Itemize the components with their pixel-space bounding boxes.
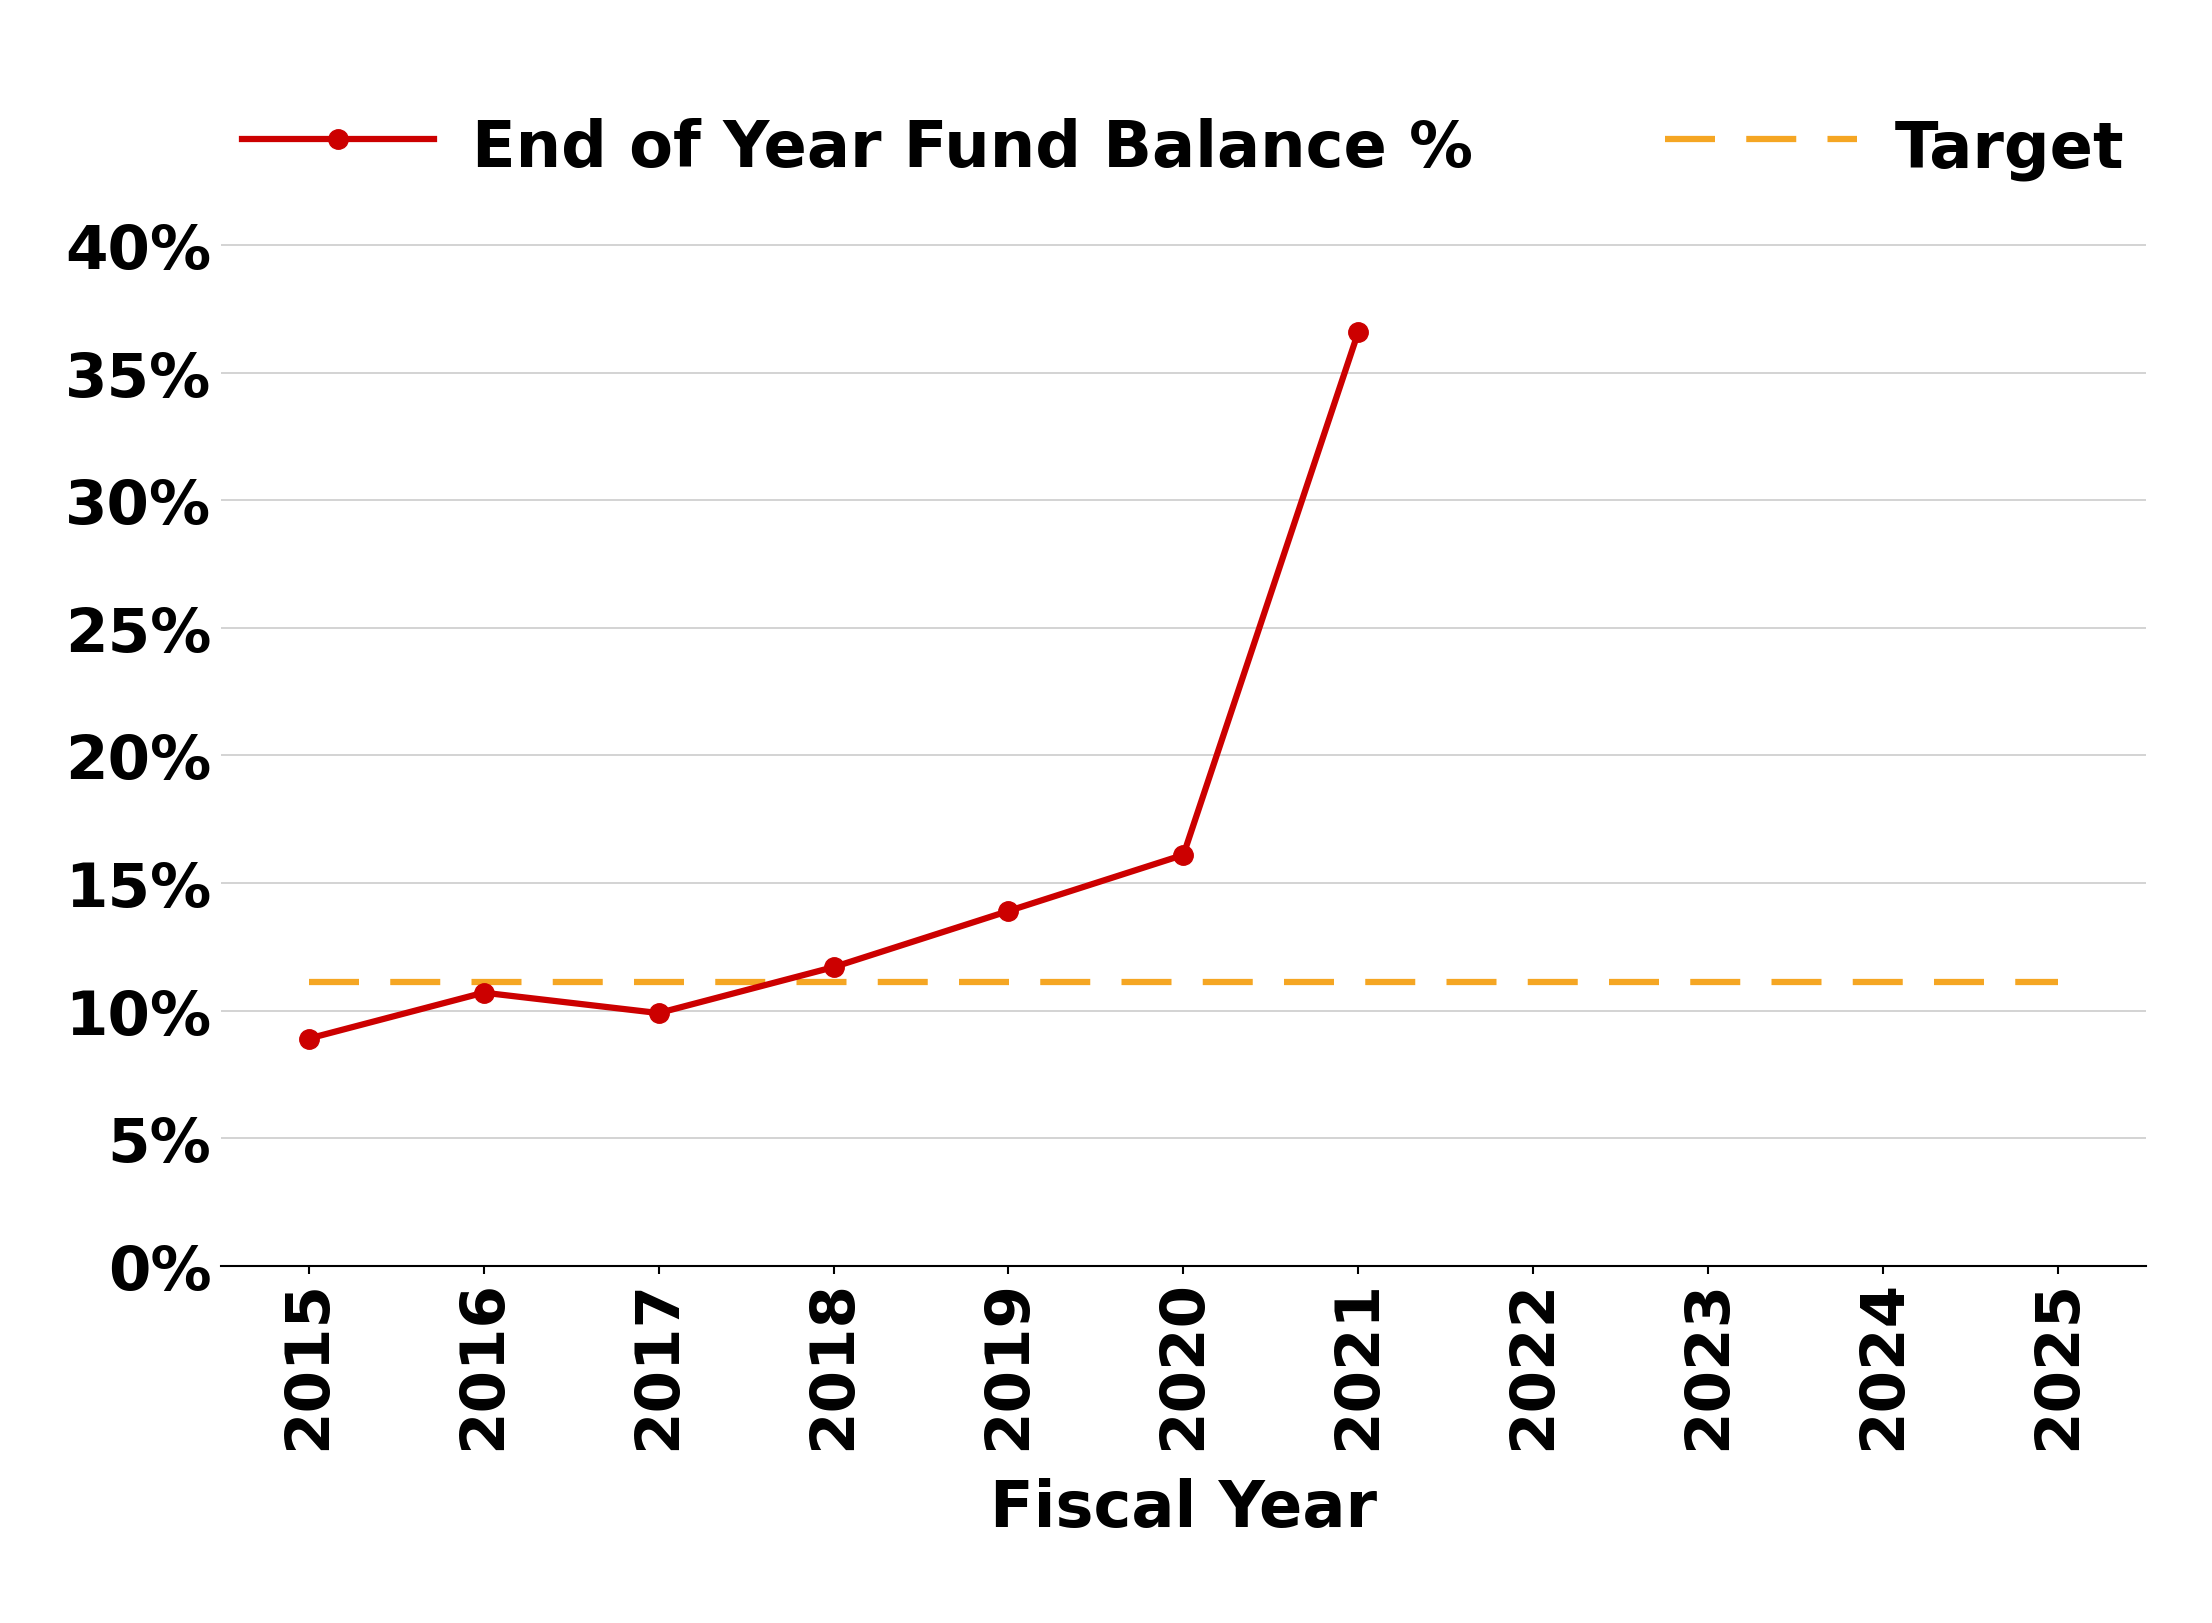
Target — [1170, 974, 1197, 993]
End of Year Fund Balance % — [471, 984, 498, 1003]
Line: End of Year Fund Balance %: End of Year Fund Balance % — [299, 323, 1367, 1048]
End of Year Fund Balance % — [1345, 323, 1371, 342]
Target — [821, 974, 847, 993]
Target — [2044, 974, 2070, 993]
Target — [995, 974, 1022, 993]
End of Year Fund Balance % — [296, 1029, 323, 1048]
Target — [1520, 974, 1546, 993]
Target — [1869, 974, 1896, 993]
End of Year Fund Balance % — [646, 1003, 672, 1022]
Target — [471, 974, 498, 993]
X-axis label: Fiscal Year: Fiscal Year — [991, 1477, 1376, 1539]
End of Year Fund Balance % — [1170, 846, 1197, 865]
End of Year Fund Balance % — [821, 958, 847, 977]
End of Year Fund Balance % — [995, 902, 1022, 922]
Target — [296, 974, 323, 993]
Target — [1345, 974, 1371, 993]
Legend: End of Year Fund Balance %, Target: End of Year Fund Balance %, Target — [217, 88, 2150, 206]
Target — [646, 974, 672, 993]
Target — [1694, 974, 1721, 993]
